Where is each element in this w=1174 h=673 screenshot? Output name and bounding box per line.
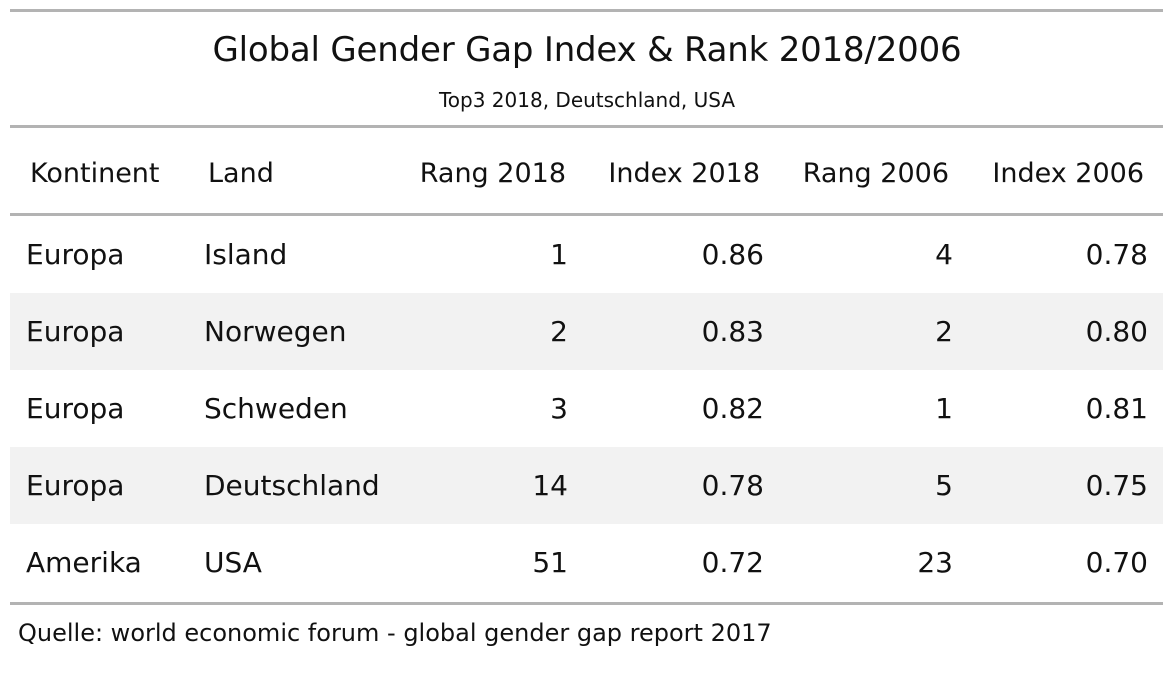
table-row: Europa Island 1 0.86 4 0.78 — [10, 216, 1163, 293]
cell-rang-2006: 1 — [935, 392, 953, 425]
cell-rang-2018: 51 — [532, 546, 568, 579]
table-subtitle: Top3 2018, Deutschland, USA — [438, 88, 736, 112]
cell-index-2006: 0.81 — [1085, 392, 1148, 425]
column-header-rang-2006: Rang 2006 — [802, 158, 949, 189]
table-bottom-rule — [10, 602, 1163, 605]
cell-index-2018: 0.83 — [701, 315, 764, 348]
table-row: Europa Norwegen 2 0.83 2 0.80 — [10, 293, 1163, 370]
cell-index-2018: 0.78 — [701, 469, 764, 502]
cell-rang-2006: 4 — [935, 238, 953, 271]
table-row: Europa Schweden 3 0.82 1 0.81 — [10, 370, 1163, 447]
table-row: Amerika USA 51 0.72 23 0.70 — [10, 524, 1163, 601]
cell-land: Schweden — [204, 392, 348, 425]
cell-rang-2006: 5 — [935, 469, 953, 502]
column-header-index-2006: Index 2006 — [992, 158, 1144, 189]
cell-rang-2018: 3 — [550, 392, 568, 425]
cell-rang-2006: 23 — [917, 546, 953, 579]
cell-index-2006: 0.80 — [1085, 315, 1148, 348]
source-note: Quelle: world economic forum - global ge… — [18, 619, 772, 647]
column-header-index-2018: Index 2018 — [608, 158, 760, 189]
cell-index-2018: 0.72 — [701, 546, 764, 579]
cell-kontinent: Europa — [26, 315, 125, 348]
cell-rang-2006: 2 — [935, 315, 953, 348]
cell-land: Island — [204, 238, 288, 271]
column-header-rang-2018: Rang 2018 — [419, 158, 566, 189]
cell-rang-2018: 1 — [550, 238, 568, 271]
cell-index-2006: 0.78 — [1085, 238, 1148, 271]
cell-index-2006: 0.70 — [1085, 546, 1148, 579]
table-row: Europa Deutschland 14 0.78 5 0.75 — [10, 447, 1163, 524]
header-top-rule — [10, 125, 1163, 128]
cell-index-2018: 0.86 — [701, 238, 764, 271]
header-bottom-rule — [10, 213, 1163, 216]
table-title: Global Gender Gap Index & Rank 2018/2006 — [212, 30, 962, 70]
cell-land: Deutschland — [204, 469, 380, 502]
cell-kontinent: Europa — [26, 238, 125, 271]
cell-rang-2018: 14 — [532, 469, 568, 502]
cell-rang-2018: 2 — [550, 315, 568, 348]
column-header-land: Land — [208, 158, 274, 189]
cell-kontinent: Europa — [26, 392, 125, 425]
cell-index-2006: 0.75 — [1085, 469, 1148, 502]
column-header-kontinent: Kontinent — [30, 158, 160, 189]
cell-kontinent: Europa — [26, 469, 125, 502]
cell-land: Norwegen — [204, 315, 347, 348]
table-header-row: Kontinent Land Rang 2018 Index 2018 Rang… — [10, 128, 1163, 213]
table-top-rule — [10, 9, 1163, 12]
cell-land: USA — [204, 546, 262, 579]
cell-index-2018: 0.82 — [701, 392, 764, 425]
cell-kontinent: Amerika — [26, 546, 142, 579]
